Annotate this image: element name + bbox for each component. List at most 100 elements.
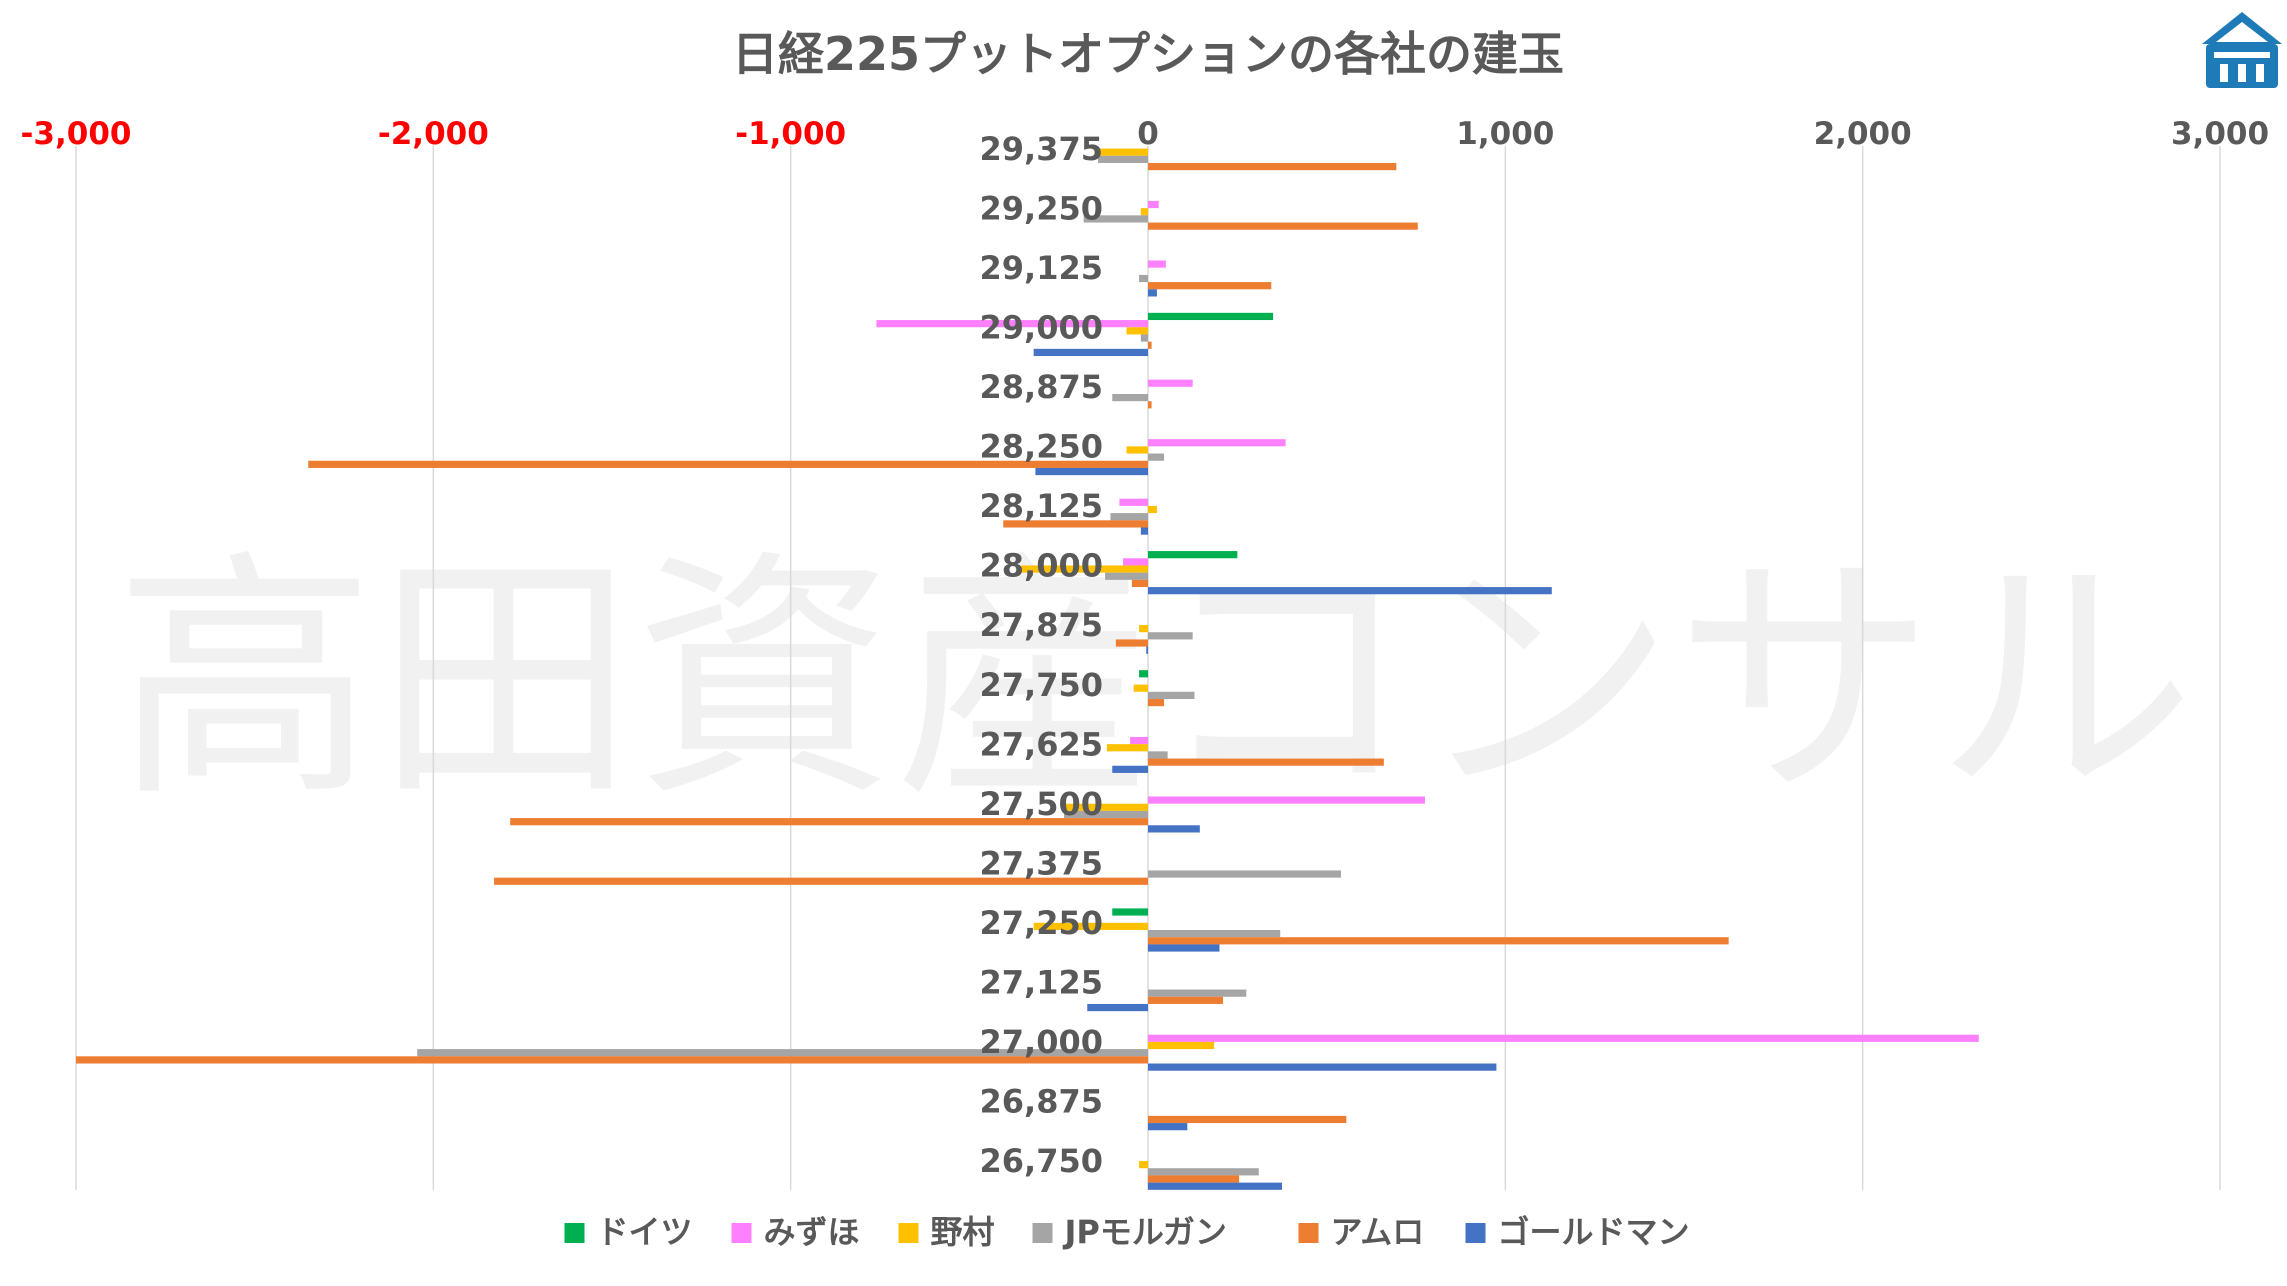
- bar: [1140, 208, 1148, 216]
- legend-swatch: [898, 1223, 919, 1243]
- bar: [1148, 401, 1152, 409]
- bar: [1148, 1063, 1497, 1071]
- bar: [1148, 1123, 1188, 1131]
- bar: [1148, 1182, 1282, 1190]
- bar: [1087, 1003, 1148, 1012]
- bar: [876, 320, 1148, 328]
- bar: [1148, 632, 1193, 640]
- bar: [1112, 908, 1148, 916]
- bar: [1148, 551, 1238, 559]
- y-category-label: 28,125: [980, 487, 1103, 525]
- legend-label: アムロ: [1331, 1213, 1425, 1251]
- x-tick-label: 3,000: [2171, 116, 2269, 152]
- bar: [1148, 312, 1274, 321]
- bar: [1033, 348, 1148, 357]
- y-category-label: 27,750: [980, 666, 1103, 704]
- y-category-label: 27,000: [980, 1023, 1103, 1061]
- bar: [1148, 937, 1729, 945]
- bar: [1112, 765, 1148, 773]
- legend-label: ゴールドマン: [1498, 1213, 1690, 1251]
- legend-swatch: [731, 1223, 752, 1243]
- y-category-label: 26,750: [980, 1142, 1103, 1180]
- bar: [1035, 467, 1148, 476]
- x-tick-label: -1,000: [735, 116, 846, 152]
- legend-label: みずほ: [764, 1213, 860, 1251]
- bar: [1148, 260, 1166, 268]
- bar: [1148, 698, 1165, 707]
- bar: [1131, 579, 1148, 588]
- bar: [1126, 327, 1148, 335]
- bar: [1148, 453, 1165, 461]
- bar: [1148, 930, 1281, 938]
- bar: [1110, 513, 1148, 521]
- bar: [494, 877, 1149, 885]
- bar: [1148, 989, 1247, 997]
- bar: [1148, 944, 1220, 952]
- bar: [1106, 744, 1148, 752]
- bar: [1146, 646, 1148, 654]
- bar: [1148, 439, 1286, 447]
- bar: [1139, 625, 1148, 633]
- bar: [1083, 215, 1148, 223]
- y-category-label: 27,125: [980, 964, 1103, 1002]
- watermark-text: 高田資産コンサル: [115, 530, 2195, 832]
- bar: [1148, 1115, 1347, 1124]
- bar: [1140, 527, 1148, 535]
- bar: [1003, 520, 1148, 528]
- bar: [1148, 505, 1157, 514]
- legend-swatch: [1032, 1223, 1053, 1243]
- bar: [1148, 1168, 1259, 1176]
- legend-label: 野村: [931, 1213, 995, 1251]
- bar: [1122, 558, 1148, 566]
- bar: [1148, 758, 1384, 766]
- bar: [1148, 796, 1425, 804]
- logo: [2202, 12, 2282, 88]
- bar: [1097, 155, 1148, 163]
- y-category-label: 27,375: [980, 844, 1103, 882]
- bar: [1139, 670, 1148, 678]
- x-tick-label: 1,000: [1456, 116, 1554, 152]
- bar: [1021, 565, 1148, 573]
- bar: [1065, 803, 1148, 811]
- bar: [1148, 825, 1200, 833]
- x-tick-label: 0: [1137, 116, 1159, 152]
- bar: [1148, 200, 1159, 209]
- bar: [1139, 274, 1148, 283]
- bar: [1112, 394, 1148, 402]
- y-category-label: 28,875: [980, 368, 1103, 406]
- y-category-label: 29,000: [980, 308, 1103, 346]
- bar: [1094, 148, 1148, 156]
- y-category-label: 27,625: [980, 725, 1103, 763]
- bar: [1148, 587, 1552, 595]
- legend-item: みずほ: [731, 1213, 860, 1251]
- bar: [1126, 446, 1148, 454]
- bar: [1148, 289, 1157, 297]
- y-category-label: 28,000: [980, 547, 1103, 585]
- y-category-label: 27,500: [980, 785, 1103, 823]
- legend-item: ゴールドマン: [1465, 1213, 1690, 1251]
- bar: [1148, 751, 1168, 759]
- bar: [1139, 1161, 1148, 1169]
- bar: [1148, 870, 1341, 878]
- x-tick-label: 2,000: [1814, 116, 1912, 152]
- bar: [1105, 572, 1148, 580]
- y-category-label: 28,250: [980, 428, 1103, 466]
- bar: [1148, 691, 1195, 699]
- bar: [76, 1056, 1148, 1064]
- bar: [1148, 1034, 1979, 1042]
- legend-item: JPモルガン: [1032, 1213, 1227, 1251]
- legend-item: アムロ: [1298, 1213, 1425, 1251]
- bar: [1148, 222, 1418, 230]
- y-category-label: 27,875: [980, 606, 1103, 644]
- bar: [1119, 498, 1148, 506]
- bar: [1115, 639, 1148, 647]
- bar: [1148, 341, 1152, 349]
- bar: [1148, 996, 1224, 1004]
- bar: [308, 460, 1148, 468]
- legend-label: ドイツ: [597, 1213, 693, 1251]
- y-category-label: 29,250: [980, 189, 1103, 227]
- bar: [417, 1049, 1149, 1057]
- bar: [1133, 684, 1148, 692]
- bar: [1148, 1041, 1215, 1050]
